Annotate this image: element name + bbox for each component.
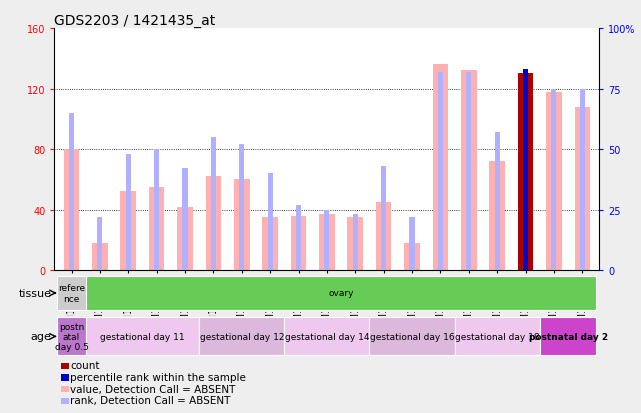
Bar xyxy=(211,138,216,271)
Text: gestational day 11: gestational day 11 xyxy=(100,332,185,341)
Text: tissue: tissue xyxy=(19,288,51,298)
Bar xyxy=(57,318,86,356)
Bar xyxy=(69,114,74,271)
Bar xyxy=(347,218,363,271)
Text: refere
nce: refere nce xyxy=(58,284,85,303)
Bar xyxy=(262,218,278,271)
Bar xyxy=(404,243,420,271)
Bar xyxy=(121,192,136,271)
Text: postnatal day 2: postnatal day 2 xyxy=(529,332,608,341)
Text: gestational day 14: gestational day 14 xyxy=(285,332,369,341)
Bar xyxy=(199,318,285,356)
Bar xyxy=(183,169,188,271)
Bar xyxy=(86,318,199,356)
Bar xyxy=(546,93,562,271)
Bar xyxy=(206,177,221,271)
Bar xyxy=(461,71,477,271)
Bar xyxy=(551,89,556,271)
Text: value, Detection Call = ABSENT: value, Detection Call = ABSENT xyxy=(70,384,235,394)
Bar xyxy=(438,72,443,271)
Bar xyxy=(97,217,103,271)
Bar xyxy=(523,70,528,271)
Bar xyxy=(489,162,505,271)
Bar xyxy=(92,243,108,271)
Text: ovary: ovary xyxy=(328,289,354,298)
Bar xyxy=(296,205,301,271)
Text: count: count xyxy=(70,361,99,370)
Bar xyxy=(454,318,540,356)
Bar xyxy=(353,215,358,271)
Bar xyxy=(495,133,500,271)
Bar xyxy=(579,89,585,271)
Bar xyxy=(177,207,193,271)
Text: percentile rank within the sample: percentile rank within the sample xyxy=(70,372,246,382)
Text: age: age xyxy=(30,332,51,342)
Text: postn
atal
day 0.5: postn atal day 0.5 xyxy=(54,322,88,351)
Bar xyxy=(149,188,165,271)
Bar xyxy=(63,150,79,271)
Text: GDS2203 / 1421435_at: GDS2203 / 1421435_at xyxy=(54,14,216,28)
Bar xyxy=(466,72,471,271)
Bar xyxy=(267,174,272,271)
Bar xyxy=(518,74,533,271)
Bar xyxy=(376,202,392,271)
Bar xyxy=(285,318,369,356)
Bar xyxy=(324,210,329,271)
Bar xyxy=(239,145,244,271)
Bar xyxy=(57,276,86,310)
Bar xyxy=(369,318,454,356)
Bar xyxy=(126,154,131,271)
Bar xyxy=(234,180,249,271)
Bar xyxy=(540,318,597,356)
Bar xyxy=(433,65,448,271)
Bar xyxy=(410,217,415,271)
Bar xyxy=(381,166,387,271)
Bar xyxy=(154,150,159,271)
Text: gestational day 12: gestational day 12 xyxy=(199,332,284,341)
Bar xyxy=(574,107,590,271)
Bar xyxy=(319,215,335,271)
Text: rank, Detection Call = ABSENT: rank, Detection Call = ABSENT xyxy=(70,395,231,405)
Text: gestational day 18: gestational day 18 xyxy=(455,332,540,341)
Text: gestational day 16: gestational day 16 xyxy=(370,332,454,341)
Bar xyxy=(291,216,306,271)
